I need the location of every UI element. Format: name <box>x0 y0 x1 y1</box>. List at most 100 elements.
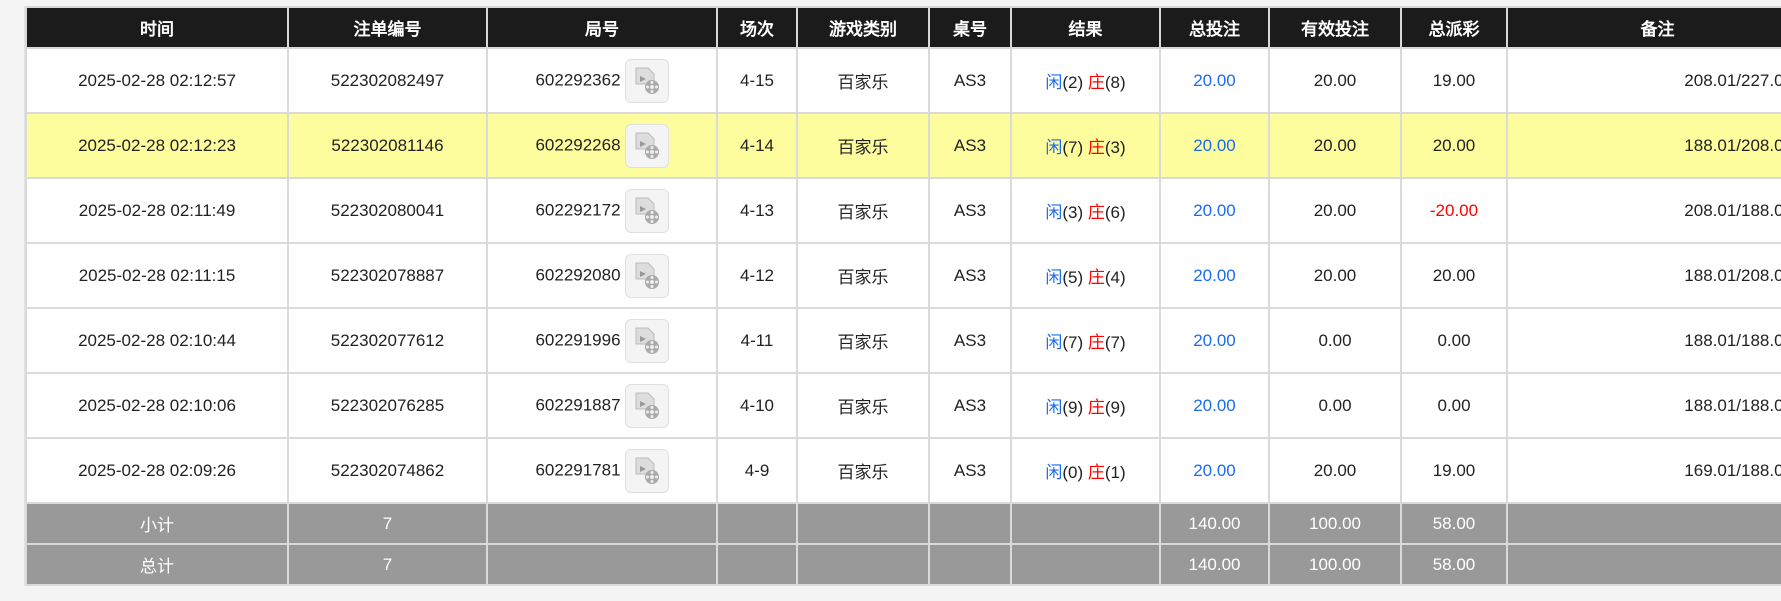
total-row: 总计 7 140.00 100.00 58.00 <box>25 543 1781 586</box>
banker-score: (7) <box>1104 333 1126 352</box>
empty-cell <box>1010 543 1161 586</box>
player-label: 闲 <box>1045 138 1063 157</box>
cell-note: 208.01/227.01 <box>1506 47 1781 114</box>
table-row: 2025-02-28 02:12:23 522302081146 602292268… <box>25 112 1781 179</box>
cell-time: 2025-02-28 02:12:57 <box>25 47 289 114</box>
cell-table-no: AS3 <box>928 437 1012 504</box>
cell-bet-id: 522302082497 <box>287 47 488 114</box>
table-row: 2025-02-28 02:10:44 522302077612 602291996… <box>25 307 1781 374</box>
table-row: 2025-02-28 02:12:57 522302082497 602292362… <box>25 47 1781 114</box>
video-replay-icon[interactable] <box>624 448 669 493</box>
column-header-payout: 总派彩 <box>1400 6 1508 49</box>
empty-cell <box>928 502 1012 545</box>
round-number: 602291781 <box>535 459 621 479</box>
banker-label: 庄 <box>1087 463 1105 482</box>
cell-result: 闲(5) 庄(4) <box>1010 242 1161 309</box>
cell-session: 4-9 <box>716 437 798 504</box>
video-replay-icon[interactable] <box>624 58 669 103</box>
cell-note: 169.01/188.01 <box>1506 437 1781 504</box>
column-header-total-bet: 总投注 <box>1159 6 1270 49</box>
cell-payout: 19.00 <box>1400 437 1508 504</box>
total-payout: 58.00 <box>1400 543 1508 586</box>
cell-note: 188.01/208.01 <box>1506 242 1781 309</box>
player-label: 闲 <box>1045 463 1063 482</box>
cell-result: 闲(2) 庄(8) <box>1010 47 1161 114</box>
total-total-bet: 140.00 <box>1159 543 1270 586</box>
video-replay-icon[interactable] <box>624 253 669 298</box>
player-label: 闲 <box>1045 398 1063 417</box>
cell-game-type: 百家乐 <box>796 47 930 114</box>
subtotal-payout: 58.00 <box>1400 502 1508 545</box>
cell-table-no: AS3 <box>928 112 1012 179</box>
player-label: 闲 <box>1045 73 1063 92</box>
cell-session: 4-12 <box>716 242 798 309</box>
subtotal-valid-bet: 100.00 <box>1268 502 1402 545</box>
table-header: 时间 注单编号 局号 场次 游戏类别 桌号 结果 总投注 有效投注 总派彩 备注 <box>25 6 1781 49</box>
bet-records-panel: 时间 注单编号 局号 场次 游戏类别 桌号 结果 总投注 有效投注 总派彩 备注 2025-02-2… <box>24 6 1781 586</box>
cell-session: 4-10 <box>716 372 798 439</box>
cell-session: 4-13 <box>716 177 798 244</box>
player-label: 闲 <box>1045 268 1063 287</box>
subtotal-count: 7 <box>287 502 488 545</box>
cell-bet-id: 522302076285 <box>287 372 488 439</box>
cell-valid-bet: 0.00 <box>1268 307 1402 374</box>
cell-game-type: 百家乐 <box>796 437 930 504</box>
round-number: 602291996 <box>535 329 621 349</box>
empty-cell <box>1506 543 1781 586</box>
video-replay-icon[interactable] <box>624 383 669 428</box>
cell-bet-id: 522302074862 <box>287 437 488 504</box>
banker-score: (8) <box>1104 73 1126 92</box>
empty-cell <box>796 543 930 586</box>
column-header-note: 备注 <box>1506 6 1781 49</box>
cell-round: 602292080 <box>486 242 718 309</box>
cell-note: 188.01/188.01 <box>1506 307 1781 374</box>
cell-session: 4-11 <box>716 307 798 374</box>
cell-total-bet: 20.00 <box>1159 307 1270 374</box>
cell-total-bet: 20.00 <box>1159 47 1270 114</box>
cell-time: 2025-02-28 02:09:26 <box>25 437 289 504</box>
cell-note: 188.01/208.01 <box>1506 112 1781 179</box>
video-replay-icon[interactable] <box>624 318 669 363</box>
cell-valid-bet: 20.00 <box>1268 177 1402 244</box>
column-header-game-type: 游戏类别 <box>796 6 930 49</box>
empty-cell <box>486 543 718 586</box>
column-header-session: 场次 <box>716 6 798 49</box>
cell-payout: 20.00 <box>1400 112 1508 179</box>
cell-total-bet: 20.00 <box>1159 372 1270 439</box>
cell-time: 2025-02-28 02:10:44 <box>25 307 289 374</box>
cell-table-no: AS3 <box>928 177 1012 244</box>
cell-round: 602292268 <box>486 112 718 179</box>
banker-label: 庄 <box>1087 398 1105 417</box>
banker-label: 庄 <box>1087 138 1105 157</box>
empty-cell <box>796 502 930 545</box>
table-row: 2025-02-28 02:10:06 522302076285 602291887… <box>25 372 1781 439</box>
banker-score: (6) <box>1104 203 1126 222</box>
player-label: 闲 <box>1045 203 1063 222</box>
banker-score: (9) <box>1104 398 1126 417</box>
round-number: 602292362 <box>535 69 621 89</box>
subtotal-total-bet: 140.00 <box>1159 502 1270 545</box>
cell-payout: -20.00 <box>1400 177 1508 244</box>
round-number: 602292268 <box>535 134 621 154</box>
cell-note: 188.01/188.01 <box>1506 372 1781 439</box>
video-replay-icon[interactable] <box>624 123 669 168</box>
cell-game-type: 百家乐 <box>796 242 930 309</box>
banker-score: (3) <box>1104 138 1126 157</box>
video-replay-icon[interactable] <box>624 188 669 233</box>
cell-time: 2025-02-28 02:11:15 <box>25 242 289 309</box>
cell-round: 602291887 <box>486 372 718 439</box>
total-label: 总计 <box>25 543 289 586</box>
cell-round: 602291996 <box>486 307 718 374</box>
round-number: 602292172 <box>535 199 621 219</box>
cell-bet-id: 522302081146 <box>287 112 488 179</box>
subtotal-label: 小计 <box>25 502 289 545</box>
player-score: (9) <box>1062 398 1084 417</box>
table-row: 2025-02-28 02:11:49 522302080041 602292172… <box>25 177 1781 244</box>
cell-valid-bet: 20.00 <box>1268 242 1402 309</box>
table-row: 2025-02-28 02:09:26 522302074862 602291781… <box>25 437 1781 504</box>
cell-table-no: AS3 <box>928 242 1012 309</box>
banker-score: (1) <box>1104 463 1126 482</box>
empty-cell <box>716 502 798 545</box>
cell-note: 208.01/188.01 <box>1506 177 1781 244</box>
player-score: (7) <box>1062 138 1084 157</box>
